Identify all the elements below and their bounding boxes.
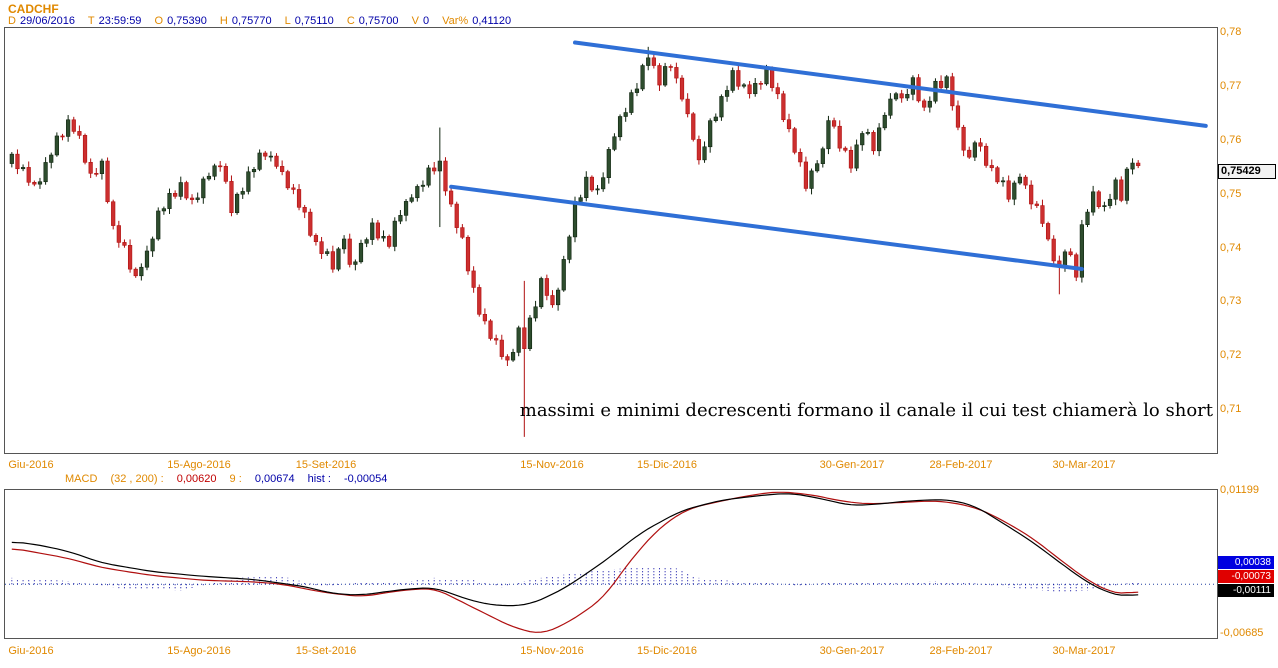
- macd-hist-label: hist :: [307, 473, 331, 485]
- ohlc-field-label: O: [154, 15, 164, 27]
- time-axis-label: 30-Gen-2017: [819, 645, 885, 657]
- macd-signal-line: [11, 491, 1139, 633]
- symbol-title: CADCHF: [8, 2, 59, 16]
- last-price-badge: 0,75429: [1218, 163, 1276, 179]
- ohlc-field-value: 0: [422, 15, 430, 27]
- price-axis-label: 0,78: [1220, 26, 1242, 39]
- ohlc-field-label: L: [284, 15, 291, 27]
- macd-params: (32 , 200) :: [110, 473, 164, 485]
- ohlc-field-value: 0,75110: [294, 15, 334, 27]
- ohlc-field-label: H: [219, 15, 228, 27]
- time-axis-label: 15-Set-2016: [295, 459, 357, 471]
- time-axis-label: 15-Ago-2016: [167, 645, 231, 657]
- macd-signal-badge: -0,00073: [1218, 570, 1274, 583]
- macd-histogram-layer: [11, 566, 1139, 593]
- time-axis-label: 15-Set-2016: [295, 645, 357, 657]
- price-axis-label: 0,75: [1220, 187, 1242, 200]
- macd-line-badge: -0,00111: [1218, 584, 1274, 597]
- ohlc-info-bar: D 29/06/2016 T 23:59:59 O 0,75390 H 0,75770 …: [8, 15, 521, 27]
- ohlc-field-value: 0,75390: [167, 15, 207, 27]
- time-axis-label: 28-Feb-2017: [929, 645, 993, 657]
- time-axis-label: 30-Mar-2017: [1052, 459, 1116, 471]
- candles-layer: [9, 46, 1141, 437]
- time-axis-label: 28-Feb-2017: [929, 459, 993, 471]
- macd-value: 0,00620: [176, 473, 217, 485]
- macd-chart[interactable]: [5, 490, 1217, 638]
- macd-hist-value: -0,00054: [343, 473, 388, 485]
- macd-panel[interactable]: [4, 489, 1218, 639]
- symbol-label: CADCHF: [8, 2, 59, 16]
- macd-signal-label: 9 :: [229, 473, 242, 485]
- macd-signal-value: 0,00674: [254, 473, 295, 485]
- ohlc-field-label: D: [8, 15, 16, 27]
- ohlc-field-value: 29/06/2016: [19, 15, 76, 27]
- time-axis-label: 15-Dic-2016: [637, 459, 697, 471]
- time-axis-label: 15-Dic-2016: [637, 645, 697, 657]
- ohlc-field-label: C: [346, 15, 355, 27]
- macd-axis-min: -0,00685: [1220, 627, 1264, 639]
- ohlc-field-label: T: [87, 15, 95, 27]
- price-chart-panel[interactable]: massimi e minimi decrescenti formano il …: [4, 27, 1218, 454]
- time-axis-label: 15-Ago-2016: [167, 459, 231, 471]
- ohlc-field-value: 23:59:59: [98, 15, 142, 27]
- price-axis-label: 0,71: [1220, 402, 1242, 415]
- ohlc-field-value: 0,75700: [358, 15, 399, 27]
- price-axis: 0,78 0,77 0,76 0,75 0,74 0,73 0,72 0,71: [1220, 26, 1276, 452]
- time-axis-label: 15-Nov-2016: [520, 459, 584, 471]
- candlestick-chart[interactable]: [5, 28, 1217, 453]
- time-axis-top: Giu-2016 15-Ago-2016 15-Set-2016 15-Nov-201…: [4, 459, 1216, 472]
- ohlc-field-label: Var%: [442, 15, 469, 27]
- upper-channel[interactable]: [573, 40, 1208, 128]
- price-axis-label: 0,74: [1220, 241, 1242, 254]
- price-axis-label: 0,77: [1220, 80, 1242, 93]
- macd-header: MACD (32 , 200) : 0,00620 9 : 0,00674 hi…: [65, 473, 397, 485]
- price-axis-label: 0,76: [1220, 133, 1242, 146]
- ohlc-field-value: 0,75770: [231, 15, 272, 27]
- macd-axis-max: 0,01199: [1220, 484, 1259, 496]
- macd-main-line: [11, 493, 1139, 607]
- time-axis-label: 30-Mar-2017: [1052, 645, 1116, 657]
- trendlines-layer: [449, 40, 1208, 272]
- ohlc-field-label: V: [411, 15, 419, 27]
- time-axis-bottom: Giu-2016 15-Ago-2016 15-Set-2016 15-Nov-201…: [4, 645, 1216, 658]
- lower-channel[interactable]: [449, 184, 1084, 272]
- chart-annotation: massimi e minimi decrescenti formano il …: [519, 400, 1213, 421]
- price-axis-label: 0,72: [1220, 349, 1242, 362]
- price-axis-label: 0,73: [1220, 295, 1242, 308]
- time-axis-label: Giu-2016: [8, 459, 54, 471]
- time-axis-label: 15-Nov-2016: [520, 645, 584, 657]
- ohlc-field-value: 0,41120: [472, 15, 512, 27]
- macd-hist-badge: 0,00038: [1218, 556, 1274, 569]
- macd-title: MACD: [65, 473, 98, 485]
- time-axis-label: Giu-2016: [8, 645, 54, 657]
- time-axis-label: 30-Gen-2017: [819, 459, 885, 471]
